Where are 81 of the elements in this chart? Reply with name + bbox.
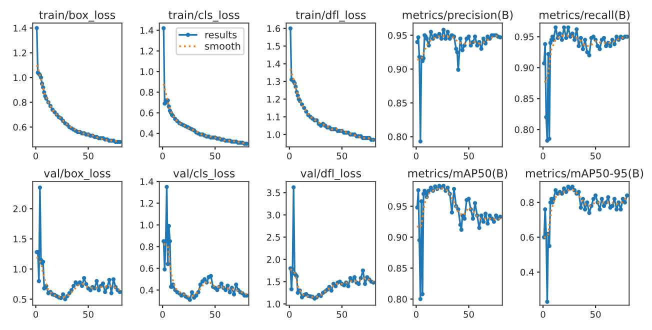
x-tick-label: 50 <box>83 310 94 318</box>
x-tick-label: 50 <box>336 310 348 318</box>
y-tick-label: 0.5 <box>13 296 26 303</box>
y-tick-label: 1.4 <box>140 27 154 34</box>
y-tick-label: 0.80 <box>388 133 407 140</box>
y-tick-label: 0.6 <box>13 124 26 131</box>
x-tick-label: 0 <box>540 310 546 318</box>
y-tick-label: 0.90 <box>514 64 534 72</box>
y-tick-label: 3.0 <box>267 212 280 218</box>
y-tick-label: 1.6 <box>267 25 280 32</box>
y-tick-label: 1.3 <box>267 78 280 85</box>
y-tick-label: 1.2 <box>140 48 153 54</box>
y-tick-label: 1.4 <box>267 60 280 68</box>
chart-title: val/cls_loss <box>173 168 235 180</box>
chart-title: val/box_loss <box>44 168 110 180</box>
y-tick-label: 0.6 <box>140 265 154 272</box>
x-tick-label: 0 <box>287 310 292 318</box>
y-tick-label: 0.4 <box>140 286 154 294</box>
y-tick-label: 0.6 <box>520 234 534 241</box>
y-tick-label: 0.80 <box>514 126 534 134</box>
y-tick-label: 1.0 <box>140 222 154 228</box>
y-tick-label: 1.5 <box>267 278 280 286</box>
y-tick-label: 1.0 <box>140 68 154 76</box>
y-tick-label: 1.1 <box>267 114 280 120</box>
y-tick-label: 0.8 <box>140 243 154 250</box>
y-tick-label: 1.5 <box>14 236 26 242</box>
chart-title: metrics/mAP50(B) <box>408 168 508 179</box>
y-tick-label: 0.85 <box>514 95 534 102</box>
x-tick-label: 0 <box>414 152 418 160</box>
x-tick-label: 0 <box>540 152 546 160</box>
y-tick-label: 0.4 <box>520 268 534 276</box>
x-tick-label: 50 <box>83 152 94 160</box>
y-tick-label: 3.5 <box>267 189 280 196</box>
legend-label: results <box>205 30 237 38</box>
chart-title: val/dfl_loss <box>300 168 361 180</box>
y-tick-label: 2.0 <box>13 205 26 212</box>
y-tick-label: 1.2 <box>14 50 26 56</box>
chart-title: metrics/precision(B) <box>402 10 513 22</box>
legend-label: smooth <box>205 42 240 50</box>
chart-title: train/cls_loss <box>168 10 240 22</box>
x-tick-label: 50 <box>464 152 474 160</box>
y-tick-label: 1.0 <box>14 74 26 82</box>
x-tick-label: 50 <box>464 310 474 318</box>
y-tick-label: 1.4 <box>14 24 27 32</box>
y-tick-label: 0.90 <box>388 234 407 241</box>
y-tick-label: 0.6 <box>140 110 154 116</box>
y-tick-label: 2.5 <box>266 234 280 241</box>
y-tick-label: 0.85 <box>388 100 407 106</box>
x-tick-label: 0 <box>160 152 165 160</box>
x-tick-label: 0 <box>287 152 292 160</box>
y-tick-label: 0.4 <box>140 130 154 137</box>
y-tick-label: 0.95 <box>514 33 534 40</box>
y-tick-label: 0.8 <box>13 99 26 106</box>
y-tick-label: 0.85 <box>388 264 407 272</box>
chart-title: train/dfl_loss <box>296 10 366 22</box>
y-tick-label: 1.2 <box>267 96 280 103</box>
x-tick-label: 50 <box>210 310 220 318</box>
y-tick-label: 0.95 <box>388 32 407 39</box>
y-tick-label: 1.5 <box>267 42 280 50</box>
y-tick-label: 1.0 <box>267 131 280 138</box>
y-tick-label: 1.0 <box>14 266 26 273</box>
chart-title: metrics/mAP50-95(B) <box>526 168 644 179</box>
y-tick-label: 0.95 <box>388 202 407 210</box>
y-tick-label: 1.4 <box>140 178 154 185</box>
x-tick-label: 0 <box>33 310 38 318</box>
y-tick-label: 1.0 <box>267 300 280 308</box>
x-tick-label: 50 <box>336 152 348 160</box>
y-tick-label: 2.0 <box>266 256 280 263</box>
y-tick-label: 1.2 <box>140 200 153 207</box>
x-tick-label: 0 <box>160 310 165 318</box>
x-tick-label: 50 <box>590 310 601 318</box>
y-tick-label: 0.90 <box>388 66 407 73</box>
y-tick-label: 0.80 <box>388 296 407 303</box>
chart-title: metrics/recall(B) <box>540 10 630 20</box>
chart-title: train/box_loss <box>39 10 116 22</box>
x-tick-label: 0 <box>414 310 418 318</box>
y-tick-label: 0.8 <box>140 88 154 96</box>
x-tick-label: 0 <box>33 152 38 160</box>
x-tick-label: 50 <box>210 152 220 160</box>
y-tick-label: 0.8 <box>520 199 534 206</box>
x-tick-label: 50 <box>590 152 601 160</box>
